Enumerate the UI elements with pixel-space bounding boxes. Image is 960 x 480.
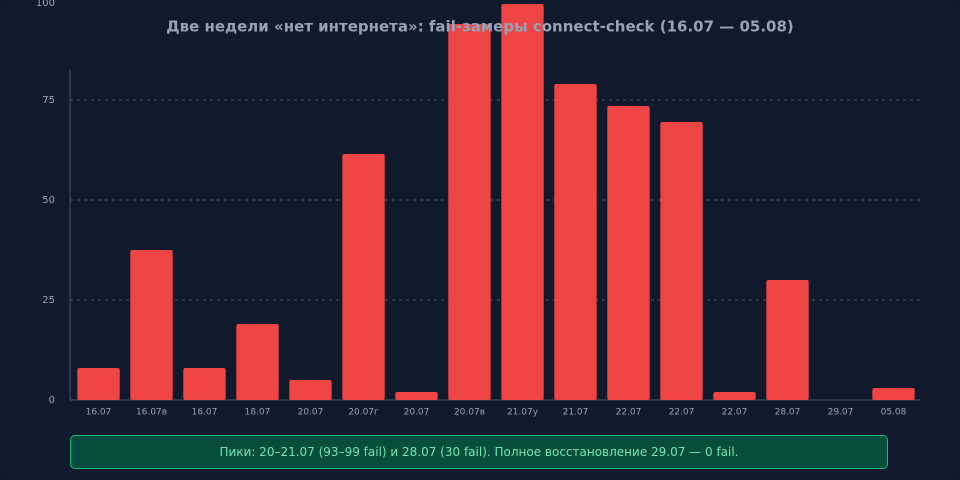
x-tick-label: 20.07в (454, 408, 485, 418)
bar (289, 380, 332, 400)
y-tick-label: 0 (49, 395, 55, 406)
bar (713, 392, 756, 400)
x-tick-label: 16.07 (86, 408, 112, 418)
x-tick-label: 16.07 (192, 408, 218, 418)
x-tick-label: 22.07 (722, 408, 748, 418)
bar (448, 24, 491, 400)
bar (342, 154, 385, 400)
x-tick-label: 20.07г (348, 408, 379, 418)
y-tick-label: 50 (42, 195, 55, 206)
x-tick-label: 21.07у (507, 408, 539, 418)
y-tick-label: 75 (42, 95, 55, 106)
x-tick-label: 21.07 (563, 408, 589, 418)
x-tick-label: 22.07 (669, 408, 695, 418)
annotation: Пики: 20–21.07 (93–99 fail) и 28.07 (30 … (70, 435, 888, 469)
bar (501, 4, 544, 400)
bar (872, 388, 915, 400)
x-tick-label: 05.08 (881, 408, 907, 418)
bar (130, 250, 173, 400)
bar (395, 392, 438, 400)
bar (236, 324, 279, 400)
x-tick-label: 28.07 (775, 408, 801, 418)
y-tick-label: 25 (42, 295, 55, 306)
bar (660, 122, 703, 400)
bar (554, 84, 597, 400)
x-tick-label: 20.07 (404, 408, 430, 418)
x-tick-label: 16.07в (136, 408, 167, 418)
x-tick-label: 22.07 (616, 408, 642, 418)
y-tick-label: 100 (36, 0, 55, 9)
bar (77, 368, 120, 400)
bar (766, 280, 809, 400)
x-tick-label: 18.07 (245, 408, 271, 418)
x-tick-label: 29.07 (828, 408, 854, 418)
chart-title: Две недели «нет интернета»: fail-замеры … (166, 18, 794, 36)
bar (607, 106, 650, 400)
x-tick-label: 20.07 (298, 408, 324, 418)
bar (183, 368, 226, 400)
